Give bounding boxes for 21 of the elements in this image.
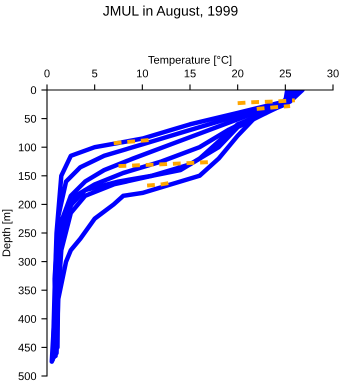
x-tick-label: 20 [232,70,244,78]
y-tick-label: 350 [18,286,36,294]
x-tick-label: 10 [137,70,148,78]
y-tick-label: 300 [18,258,36,266]
x-tick-label: 5 [92,70,98,78]
y-tick-label: 200 [18,200,36,209]
y-tick-label: 100 [18,143,36,152]
x-tick-label: 25 [280,70,292,78]
y-tick-label: 450 [18,344,36,352]
x-axis-title: Temperature [°C] [148,56,232,66]
x-tick-label: 0 [44,70,50,78]
y-axis-title: Depth [m] [2,210,12,256]
x-tick-label: 30 [327,70,339,78]
chart-title: JMUL in August, 1999 [103,6,238,18]
y-tick-label: 500 [18,372,36,380]
y-tick-label: 50 [24,114,36,123]
x-tick-label: 15 [184,70,196,78]
y-tick-label: 150 [18,172,36,180]
y-tick-label: 400 [18,315,36,323]
y-tick-label: 250 [18,229,36,238]
y-tick-label: 0 [30,86,36,94]
